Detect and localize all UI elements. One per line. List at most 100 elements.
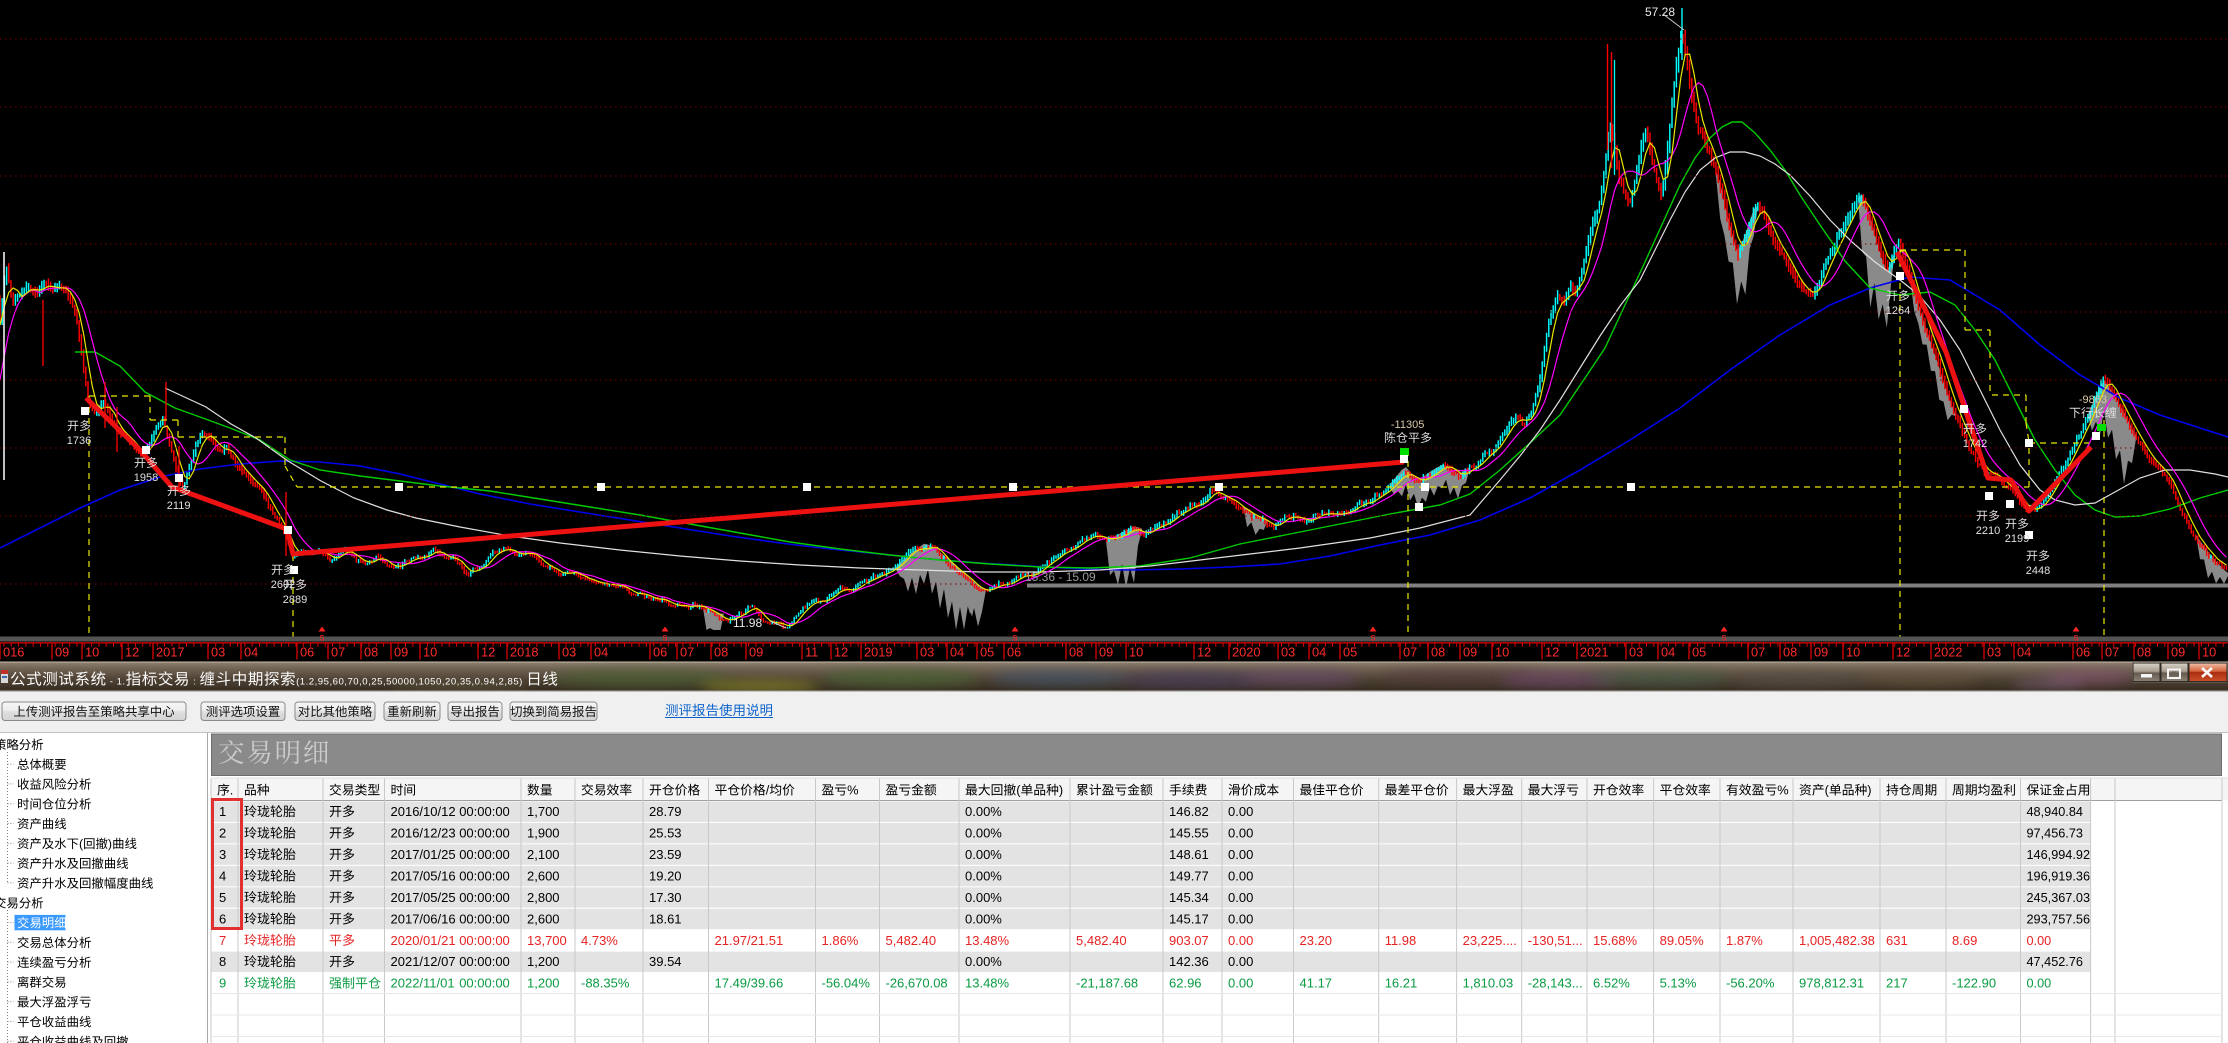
- svg-text:12: 12: [834, 645, 848, 660]
- svg-text:03: 03: [920, 645, 934, 660]
- svg-text:09: 09: [1463, 645, 1477, 660]
- svg-text:08: 08: [1069, 645, 1083, 660]
- svg-text:08: 08: [2137, 645, 2151, 660]
- svg-text:39.54: 39.54: [649, 954, 682, 969]
- svg-text:04: 04: [950, 645, 964, 660]
- svg-text:978,812.31: 978,812.31: [1799, 976, 1864, 991]
- svg-text:0.00: 0.00: [1228, 954, 1253, 969]
- svg-text:0.00: 0.00: [1228, 826, 1253, 841]
- svg-text:2210: 2210: [1976, 525, 2000, 537]
- svg-text:2017/06/16: 2017/06/16: [391, 911, 456, 926]
- svg-text:2016/10/12: 2016/10/12: [391, 804, 456, 819]
- svg-text:): ): [1059, 783, 1063, 798]
- svg-text:s: s: [2074, 633, 2079, 644]
- svg-text:08: 08: [1431, 645, 1445, 660]
- svg-text:10: 10: [1495, 645, 1509, 660]
- svg-text:2119: 2119: [167, 500, 191, 512]
- svg-text:6.52%: 6.52%: [1593, 976, 1630, 991]
- svg-text:13.48%: 13.48%: [965, 976, 1010, 991]
- svg-text:00:00:00: 00:00:00: [459, 847, 510, 862]
- svg-text:9: 9: [219, 976, 226, 991]
- svg-text:0.00%: 0.00%: [965, 804, 1002, 819]
- svg-text:5: 5: [219, 890, 226, 905]
- svg-text:11.98: 11.98: [733, 616, 762, 630]
- svg-text:1.86%: 1.86%: [822, 933, 859, 948]
- svg-text:05: 05: [1343, 645, 1357, 660]
- svg-text:0.00: 0.00: [2027, 934, 2052, 948]
- svg-text:s: s: [1722, 633, 1727, 644]
- svg-text:2017/05/25: 2017/05/25: [391, 890, 456, 905]
- svg-text:(: (: [1016, 783, 1021, 798]
- svg-text:12: 12: [481, 645, 495, 660]
- svg-text:1.87%: 1.87%: [1726, 933, 1763, 948]
- svg-text:03: 03: [211, 645, 225, 660]
- svg-text:09: 09: [1814, 645, 1828, 660]
- svg-text:06: 06: [2076, 645, 2090, 660]
- svg-text:1742: 1742: [1963, 438, 1987, 450]
- svg-text:0.00%: 0.00%: [965, 826, 1002, 841]
- svg-text:0.00: 0.00: [2027, 977, 2052, 991]
- svg-text:4.73%: 4.73%: [581, 933, 618, 948]
- svg-text:0.00%: 0.00%: [965, 954, 1002, 969]
- svg-text:2018: 2018: [510, 645, 538, 660]
- svg-text:1736: 1736: [67, 435, 91, 447]
- svg-text:48,940.84: 48,940.84: [2027, 805, 2083, 819]
- svg-text:0.00: 0.00: [1228, 847, 1253, 862]
- svg-text:2020/01/21: 2020/01/21: [391, 933, 456, 948]
- svg-text:04: 04: [1661, 645, 1675, 660]
- svg-text:-130,51...: -130,51...: [1528, 933, 1583, 948]
- svg-text:-28,143...: -28,143...: [1528, 976, 1583, 991]
- svg-text:03: 03: [1629, 645, 1643, 660]
- svg-text:-9863: -9863: [2079, 394, 2107, 406]
- svg-text:016: 016: [3, 645, 24, 660]
- svg-text:00:00:00: 00:00:00: [459, 911, 510, 926]
- svg-text:2022/11/01: 2022/11/01: [391, 976, 455, 991]
- svg-text:06: 06: [1007, 645, 1021, 660]
- svg-text:293,757.56: 293,757.56: [2027, 912, 2091, 926]
- svg-text:2019: 2019: [864, 645, 892, 660]
- svg-text:03: 03: [1987, 645, 2001, 660]
- svg-text:15.09: 15.09: [1066, 570, 1096, 584]
- svg-text:12: 12: [1896, 645, 1910, 660]
- svg-text:142.36: 142.36: [1169, 954, 1209, 969]
- svg-text:-26,670.08: -26,670.08: [886, 976, 948, 991]
- svg-text:631: 631: [1886, 933, 1908, 948]
- svg-text:2017/05/16: 2017/05/16: [391, 869, 456, 884]
- svg-text:%: %: [847, 783, 858, 798]
- svg-text:145.17: 145.17: [1169, 911, 1209, 926]
- svg-text:2021/12/07: 2021/12/07: [391, 954, 456, 969]
- svg-text:23.20: 23.20: [1300, 933, 1333, 948]
- svg-text:15.68%: 15.68%: [1593, 933, 1638, 948]
- svg-text:17.30: 17.30: [649, 890, 682, 905]
- svg-text:13,700: 13,700: [527, 933, 567, 948]
- svg-text:146,994.92: 146,994.92: [2027, 848, 2091, 862]
- svg-text:1,200: 1,200: [527, 954, 560, 969]
- svg-text:03: 03: [1281, 645, 1295, 660]
- svg-text:09: 09: [1099, 645, 1113, 660]
- svg-text:8.69: 8.69: [1952, 933, 1977, 948]
- svg-text:0.00: 0.00: [1228, 933, 1253, 948]
- svg-text:2021: 2021: [1580, 645, 1608, 660]
- svg-text:-88.35%: -88.35%: [581, 976, 630, 991]
- svg-text:3: 3: [219, 847, 226, 862]
- svg-text:00:00:00: 00:00:00: [459, 826, 510, 841]
- svg-text:245,367.03: 245,367.03: [2027, 891, 2091, 905]
- svg-text:0.00%: 0.00%: [965, 890, 1002, 905]
- svg-text:89.05%: 89.05%: [1660, 933, 1705, 948]
- svg-text:0.00: 0.00: [1228, 804, 1253, 819]
- svg-text:8: 8: [219, 954, 226, 969]
- svg-text:12: 12: [1545, 645, 1559, 660]
- svg-text:1264: 1264: [1886, 305, 1910, 317]
- svg-text:09: 09: [394, 645, 408, 660]
- svg-text:12: 12: [1197, 645, 1211, 660]
- svg-text:1.: 1.: [117, 677, 126, 688]
- svg-text:08: 08: [364, 645, 378, 660]
- svg-text:19.20: 19.20: [649, 869, 682, 884]
- svg-text:(: (: [1825, 783, 1830, 798]
- svg-text:11.98: 11.98: [1385, 933, 1417, 948]
- svg-text:15.36: 15.36: [1025, 570, 1055, 584]
- svg-text:09: 09: [55, 645, 69, 660]
- svg-text:04: 04: [2017, 645, 2031, 660]
- svg-text:-: -: [1058, 570, 1062, 584]
- svg-text:41.17: 41.17: [1300, 976, 1333, 991]
